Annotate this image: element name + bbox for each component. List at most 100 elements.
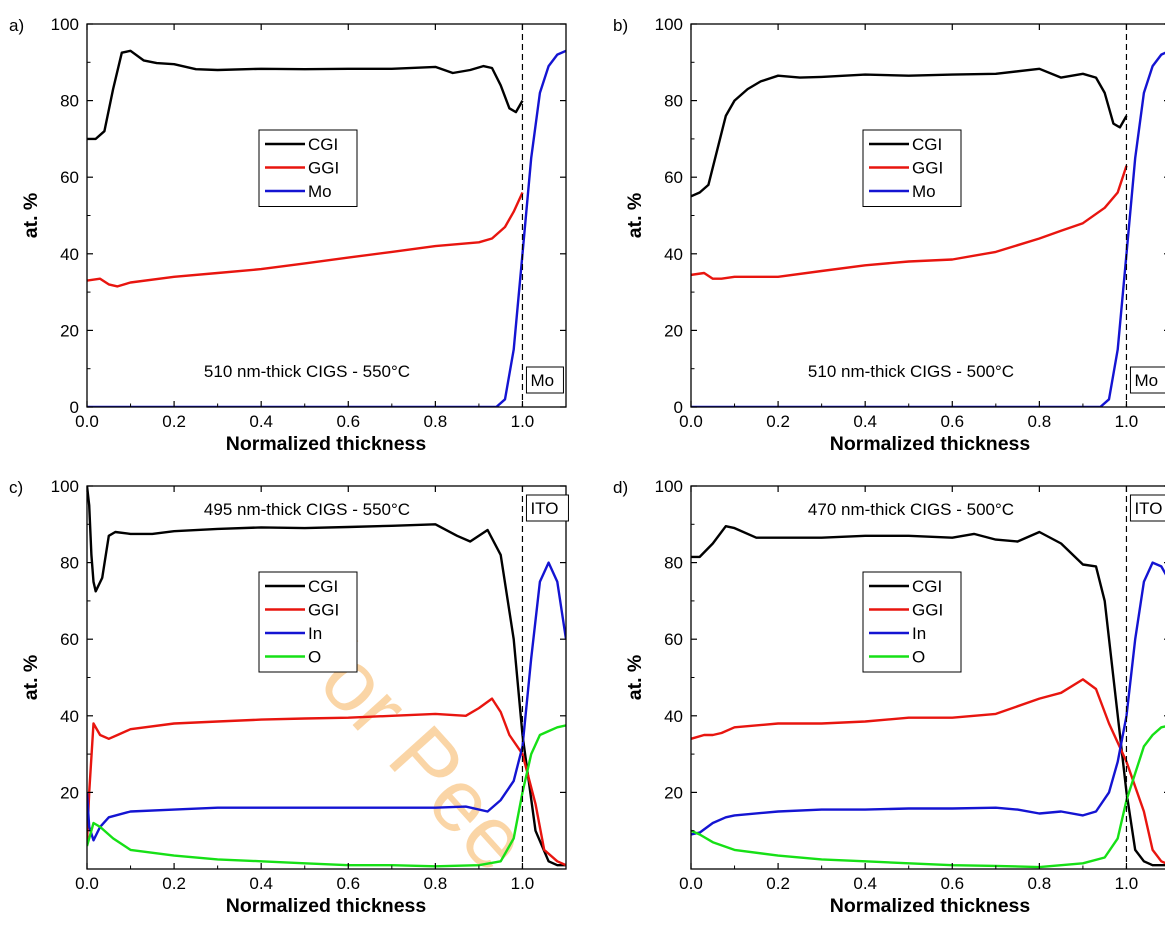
legend-entry-CGI: CGI <box>308 577 338 596</box>
y-tick-label: 60 <box>60 168 79 187</box>
y-tick-label: 60 <box>664 168 683 187</box>
x-tick-label: 0.6 <box>940 412 964 431</box>
y-tick-label: 20 <box>664 783 683 802</box>
y-tick-label: 100 <box>655 15 683 34</box>
x-tick-label: 0.8 <box>424 412 448 431</box>
layer-label: Mo <box>1134 371 1158 390</box>
layer-label: ITO <box>1134 499 1162 518</box>
legend-entry-CGI: CGI <box>912 135 942 154</box>
x-tick-label: 0.4 <box>853 412 877 431</box>
layer-label-box <box>525 366 564 394</box>
legend-entry-CGI: CGI <box>912 577 942 596</box>
series-line-GGI <box>691 678 1165 865</box>
legend-entry-CGI: CGI <box>308 135 338 154</box>
y-tick-label: 40 <box>60 707 79 726</box>
series-line-Mo <box>87 49 566 407</box>
series-line-GGI <box>691 165 1128 280</box>
x-tick-label: 1.0 <box>511 874 535 893</box>
layer-label-box <box>1129 494 1165 522</box>
series-line-CGI <box>691 525 1165 867</box>
x-tick-label: 0.0 <box>75 412 99 431</box>
x-tick-label: 0.0 <box>679 874 703 893</box>
chart-annotation: 495 nm-thick CIGS - 550°C <box>204 500 410 519</box>
layer-label-box <box>525 494 569 522</box>
y-tick-label: 80 <box>664 554 683 573</box>
x-tick-label: 0.0 <box>75 874 99 893</box>
x-axis-label: Normalized thickness <box>830 895 1031 917</box>
x-tick-label: 1.0 <box>511 412 535 431</box>
y-axis-label: at. % <box>20 193 42 239</box>
legend-entry-GGI: GGI <box>912 601 943 620</box>
x-tick-label: 0.8 <box>1028 412 1052 431</box>
x-axis-label: Normalized thickness <box>226 433 427 455</box>
y-tick-label: 80 <box>664 92 683 111</box>
x-tick-label: 0.2 <box>766 412 790 431</box>
chart-panel-c: 0.0 0.2 0.4 0.6 0.8 1.0 20 40 60 80 100 c) Normalize… <box>9 477 569 917</box>
x-tick-label: 0.8 <box>424 874 448 893</box>
panel-label: b) <box>613 16 628 35</box>
x-axis-label: Normalized thickness <box>830 433 1031 455</box>
y-tick-label: 20 <box>60 783 79 802</box>
x-tick-label: 0.4 <box>249 874 273 893</box>
legend-entry-GGI: GGI <box>308 159 339 178</box>
series-line-O <box>87 724 566 868</box>
y-tick-label: 80 <box>60 92 79 111</box>
series-line-GGI <box>87 697 566 867</box>
panel-label: a) <box>9 16 24 35</box>
layer-label-box <box>1129 366 1165 394</box>
series-line-In <box>87 561 566 842</box>
layer-label: Mo <box>530 371 554 390</box>
x-tick-label: 0.8 <box>1028 874 1052 893</box>
y-tick-label: 80 <box>60 554 79 573</box>
y-tick-label: 40 <box>664 707 683 726</box>
x-tick-label: 0.6 <box>336 412 360 431</box>
y-tick-label: 60 <box>664 630 683 649</box>
x-tick-label: 0.4 <box>853 874 877 893</box>
legend-entry-In: In <box>912 624 926 643</box>
x-tick-label: 1.0 <box>1115 412 1139 431</box>
series-line-CGI <box>87 49 524 141</box>
x-tick-label: 0.2 <box>766 874 790 893</box>
x-tick-label: 0.6 <box>940 874 964 893</box>
layer-label: ITO <box>530 499 558 518</box>
legend-entry-GGI: GGI <box>308 601 339 620</box>
legend-entry-In: In <box>308 624 322 643</box>
series-line-GGI <box>87 192 524 288</box>
x-tick-label: 0.2 <box>162 412 186 431</box>
y-tick-label: 40 <box>664 245 683 264</box>
chart-panel-a: 0.0 0.2 0.4 0.6 0.8 1.0 0 20 40 60 80 100 a) Normaliz… <box>9 15 567 455</box>
y-tick-label: 100 <box>51 15 79 34</box>
series-line-Mo <box>691 51 1165 407</box>
y-axis-label: at. % <box>624 193 646 239</box>
y-tick-label: 40 <box>60 245 79 264</box>
panel-label: c) <box>9 478 23 497</box>
series-line-O <box>691 725 1165 869</box>
x-tick-label: 0.6 <box>336 874 360 893</box>
chart-annotation: 510 nm-thick CIGS - 550°C <box>204 362 410 381</box>
x-tick-label: 1.0 <box>1115 874 1139 893</box>
x-axis-label: Normalized thickness <box>226 895 427 917</box>
legend-entry-GGI: GGI <box>912 159 943 178</box>
chart-panel-b: 0.0 0.2 0.4 0.6 0.8 1.0 0 20 40 60 80 100 b) Normaliz… <box>613 15 1165 455</box>
x-tick-label: 0.0 <box>679 412 703 431</box>
x-tick-label: 0.4 <box>249 412 273 431</box>
chart-annotation: 510 nm-thick CIGS - 500°C <box>808 362 1014 381</box>
plot-frame <box>86 23 567 408</box>
series-line-CGI <box>87 486 566 867</box>
y-tick-label: 60 <box>60 630 79 649</box>
y-tick-label: 0 <box>70 398 79 417</box>
x-tick-label: 0.2 <box>162 874 186 893</box>
legend-entry-Mo: Mo <box>308 182 332 201</box>
y-axis-label: at. % <box>624 655 646 701</box>
y-tick-label: 20 <box>664 321 683 340</box>
y-tick-label: 100 <box>51 477 79 496</box>
legend-entry-Mo: Mo <box>912 182 936 201</box>
legend-entry-O: O <box>912 648 925 667</box>
series-line-CGI <box>691 67 1128 198</box>
series-line-In <box>691 561 1165 836</box>
panel-label: d) <box>613 478 628 497</box>
chart-annotation: 470 nm-thick CIGS - 500°C <box>808 500 1014 519</box>
y-tick-label: 100 <box>655 477 683 496</box>
y-tick-label: 0 <box>674 398 683 417</box>
